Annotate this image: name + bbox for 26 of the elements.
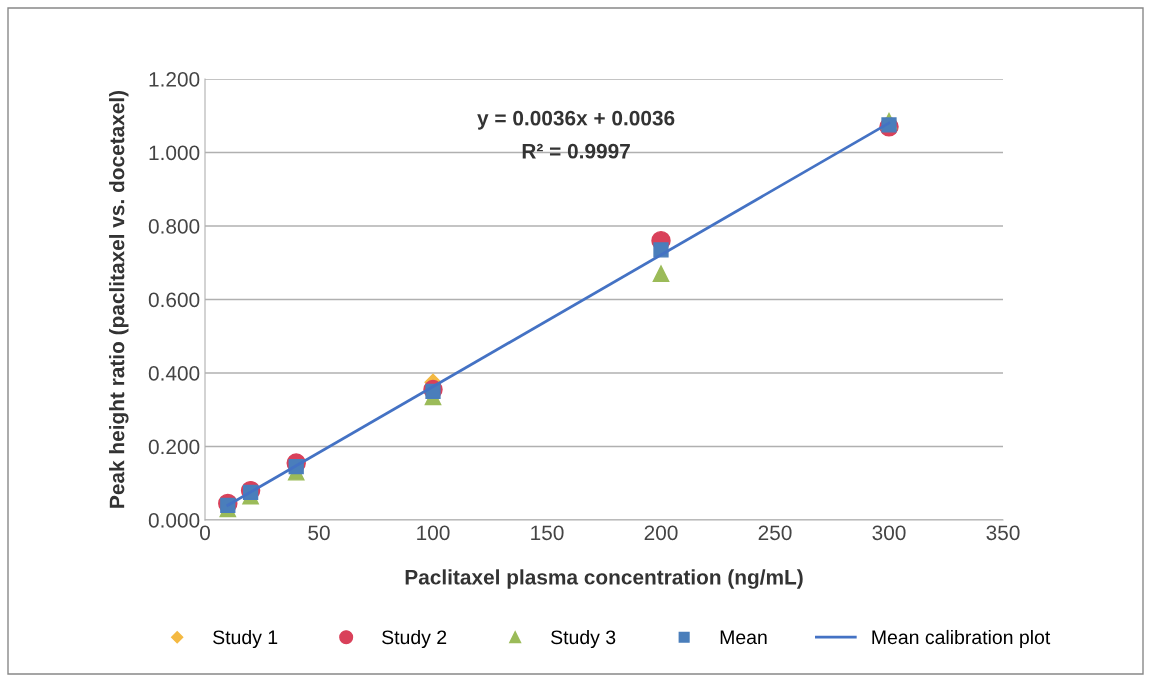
y-tick-label: 0.200 bbox=[148, 439, 200, 455]
legend-label: Study 1 bbox=[213, 629, 278, 649]
x-tick-label: 200 bbox=[644, 525, 678, 541]
annotation: R² = 0.9997 bbox=[522, 143, 630, 159]
legend-label: Mean bbox=[720, 630, 767, 645]
x-tick-label: 350 bbox=[986, 525, 1020, 541]
x-tick-label: 250 bbox=[758, 525, 792, 541]
x-tick-label: 50 bbox=[308, 525, 330, 541]
annotation: y = 0.0036x + 0.0036 bbox=[477, 110, 675, 130]
y-axis-title: Peak height ratio (paclitaxel vs. docetaxel) bbox=[109, 90, 129, 508]
legend-label: Study 3 bbox=[551, 629, 616, 649]
y-tick-label: 1.000 bbox=[149, 145, 200, 161]
y-tick-label: 1.200 bbox=[149, 72, 200, 87]
legend-label: Study 2 bbox=[382, 629, 447, 649]
y-tick-label: 0.400 bbox=[148, 366, 200, 381]
y-tick-label: 0.000 bbox=[148, 513, 200, 528]
x-axis-title: Paclitaxel plasma concentration (ng/mL) bbox=[405, 569, 803, 589]
x-tick-label: 100 bbox=[417, 525, 450, 541]
x-tick-label: 300 bbox=[872, 525, 906, 541]
x-tick-label: 150 bbox=[531, 525, 564, 541]
point bbox=[653, 242, 669, 258]
legend-label: Mean calibration plot bbox=[872, 629, 1051, 649]
y-tick-label: 0.800 bbox=[148, 219, 200, 234]
point bbox=[652, 265, 670, 283]
x-tick-label: 0 bbox=[200, 525, 210, 541]
y-tick-label: 0.600 bbox=[148, 292, 200, 308]
